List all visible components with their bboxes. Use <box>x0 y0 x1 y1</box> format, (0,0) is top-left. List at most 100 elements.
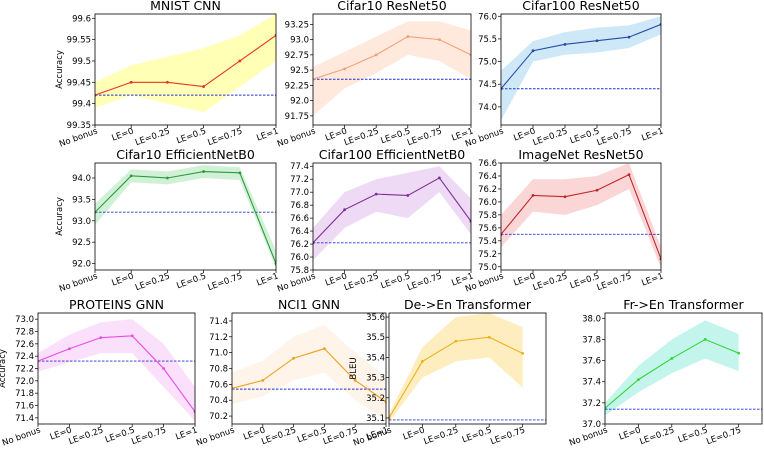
plot-area <box>232 324 386 421</box>
y-tick-label: 77.4 <box>290 162 309 172</box>
x-tick-label: LE=0 <box>111 126 136 143</box>
x-tick-label: No bonus <box>195 425 237 448</box>
x-tick-label: LE=0.75 <box>206 126 243 148</box>
y-tick-label: 35.5 <box>366 333 385 343</box>
y-tick-label: 71.6 <box>15 402 34 412</box>
y-tick-label: 76.8 <box>290 201 309 211</box>
y-tick-label: 92.0 <box>72 260 91 270</box>
series-line <box>313 36 471 80</box>
x-tick-label: LE=0.75 <box>406 126 443 148</box>
y-tick-label: 37.0 <box>582 420 601 430</box>
x-tick-label: LE=0.5 <box>461 425 493 445</box>
confidence-band <box>501 163 661 269</box>
x-tick-label: LE=0.5 <box>175 271 207 291</box>
y-tick-label: 72.2 <box>15 365 34 375</box>
y-tick-label: 71.0 <box>209 349 228 359</box>
x-tick-label: LE=0.75 <box>206 271 243 293</box>
chart-panel-7: 70.2 70.4 70.6 70.8 71.0 71.2 71.4 No bonus LE=0… <box>195 297 390 449</box>
y-tick-label: 35.2 <box>366 394 385 404</box>
chart-panel-2: 74.074.575.075.576.0No bonus LE=0LE=0.25 L… <box>464 0 665 150</box>
data-point <box>531 49 535 53</box>
data-point <box>737 351 741 355</box>
plot-area <box>95 14 276 113</box>
y-tick-label: 72.4 <box>15 352 34 362</box>
data-point <box>438 38 441 42</box>
y-tick-label: 75.2 <box>478 250 497 260</box>
chart-panel-8: 35.135.235.335.435.535.6No bonus LE=0LE=0… <box>349 297 547 449</box>
x-tick-label: LE=0.75 <box>596 271 633 293</box>
x-tick-label: LE=0.25 <box>532 271 569 293</box>
y-tick-label: 71.8 <box>15 389 34 399</box>
series-line <box>501 23 661 90</box>
data-point <box>703 338 707 341</box>
y-tick-label: 92.0 <box>290 97 309 107</box>
data-point <box>238 171 242 175</box>
x-tick-label: No bonus <box>58 271 100 294</box>
y-tick-label: 77.0 <box>290 188 309 198</box>
y-tick-label: 35.3 <box>366 374 385 384</box>
confidence-band <box>232 324 386 421</box>
chart-title: Cifar10 EfficientNetB0 <box>116 147 255 162</box>
x-tick-label: LE=0.25 <box>532 126 569 148</box>
chart-panel-5: 75.075.275.475.675.876.076.276.476.6No b… <box>464 147 665 295</box>
y-tick-label: 76.2 <box>290 240 309 250</box>
data-point <box>166 176 169 180</box>
series-line <box>95 34 276 96</box>
y-tick-label: 93.0 <box>72 217 91 227</box>
chart-panel-3: 92.092.593.093.594.0No bonus LE=0LE=0.25 L… <box>55 147 280 295</box>
y-tick-label: 99.4 <box>72 100 91 110</box>
y-tick-label: 37.4 <box>582 378 601 388</box>
y-tick-label: 72.6 <box>15 340 34 350</box>
series-line <box>313 177 471 244</box>
confidence-band <box>313 166 471 261</box>
series-line <box>501 173 661 260</box>
y-tick-label: 76.0 <box>478 198 497 208</box>
y-tick-label: 70.4 <box>209 396 228 406</box>
y-tick-label: 70.6 <box>209 380 228 390</box>
y-tick-label: 35.1 <box>366 414 385 424</box>
data-point <box>292 356 295 360</box>
x-tick-label: LE=0.25 <box>67 425 104 447</box>
data-point <box>238 59 242 63</box>
y-tick-label: 70.8 <box>209 365 228 375</box>
chart-title: MNIST CNN <box>150 0 221 13</box>
y-axis-label: Accuracy <box>55 197 65 236</box>
data-point <box>406 35 410 38</box>
chart-title: Cifar100 ResNet50 <box>522 0 639 13</box>
series-line <box>232 348 386 403</box>
x-tick-label: LE=0.25 <box>422 425 459 447</box>
chart-panel-9: 37.037.237.437.637.838.0No bonus LE=0LE=0… <box>568 297 763 449</box>
chart-title: Cifar10 ResNet50 <box>337 0 447 13</box>
y-tick-label: 75.5 <box>478 35 497 45</box>
data-point <box>129 174 133 178</box>
axes-frame <box>94 13 277 126</box>
data-point <box>166 80 169 84</box>
y-tick-label: 91.75 <box>285 112 309 122</box>
axes-frame <box>312 162 472 271</box>
y-tick-label: 93.5 <box>72 195 91 205</box>
data-point <box>99 336 103 340</box>
axes-frame <box>500 13 662 126</box>
plot-area <box>501 163 661 269</box>
x-tick-label: LE=0.25 <box>134 126 171 148</box>
data-point <box>68 347 71 351</box>
y-tick-label: 35.6 <box>366 313 385 323</box>
axes-frame <box>604 312 763 425</box>
data-point <box>454 339 458 343</box>
y-tick-label: 76.6 <box>478 159 497 169</box>
plot-area <box>95 165 276 268</box>
y-tick-label: 99.55 <box>67 36 91 46</box>
data-point <box>129 80 133 84</box>
axes-frame <box>94 162 277 271</box>
confidence-band <box>95 165 276 268</box>
y-tick-label: 75.8 <box>290 266 309 276</box>
plot-area <box>501 16 661 121</box>
x-tick-label: LE=0.25 <box>260 425 297 447</box>
y-tick-label: 38.0 <box>582 314 601 324</box>
data-point <box>438 176 441 180</box>
y-tick-label: 72.0 <box>15 377 34 387</box>
y-tick-label: 70.2 <box>209 412 228 422</box>
x-tick-label: No bonus <box>276 126 318 149</box>
data-point <box>374 53 378 57</box>
